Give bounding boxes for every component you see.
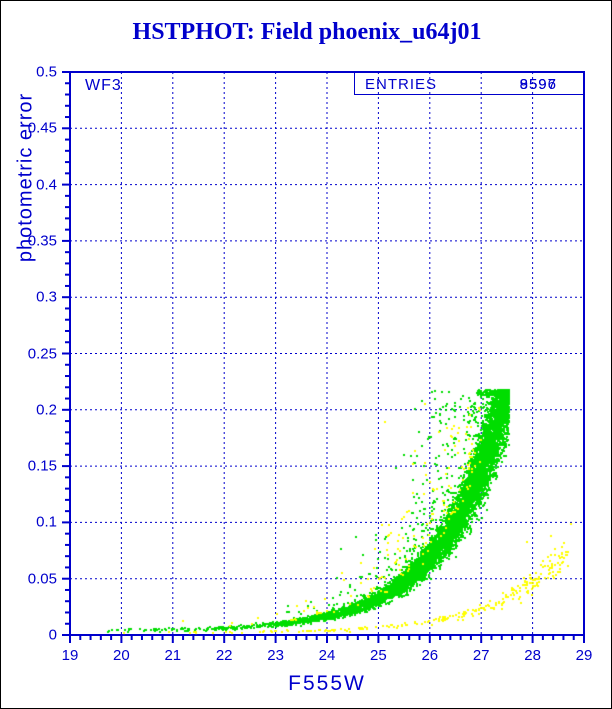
x-tick-label: 28: [524, 647, 541, 664]
x-tick-label: 25: [370, 647, 387, 664]
x-tick-label: 22: [215, 647, 233, 664]
y-tick-label: 0.3: [36, 288, 57, 306]
y-axis-title: photometric error: [14, 92, 37, 263]
x-axis-title: F555W: [288, 672, 366, 695]
y-tick-label: 0.2: [36, 401, 57, 419]
y-tick-label: 0.35: [27, 232, 57, 250]
y-tick-label: 0.25: [27, 345, 57, 362]
chip-label: WF3: [85, 77, 122, 94]
y-tick-label: 0.05: [27, 570, 57, 588]
x-tick-label: 23: [267, 647, 284, 664]
x-tick-label: 19: [61, 647, 79, 664]
y-tick-label: 0.45: [27, 119, 57, 137]
entries-value-yellow: 8597: [519, 76, 557, 93]
x-tick-label: 24: [318, 647, 336, 664]
page-title: HSTPHOT: Field phoenix_u64j01: [132, 19, 482, 45]
x-tick-label: 26: [421, 647, 439, 664]
y-tick-label: 0.1: [36, 513, 57, 531]
y-tick-label: 0: [48, 626, 57, 644]
y-tick-label: 0.4: [36, 176, 57, 194]
scatter-canvas: [70, 72, 584, 635]
y-tick-label: 0.5: [36, 63, 57, 81]
x-tick-label: 21: [164, 647, 182, 664]
entries-value-green: 9596: [519, 76, 557, 93]
y-tick-label: 0.15: [27, 457, 57, 475]
entries-stats-box: ENTRIES 9596 8597: [354, 72, 584, 95]
x-tick-label: 27: [472, 647, 490, 664]
x-tick-label: 29: [575, 647, 593, 664]
x-tick-label: 20: [113, 647, 130, 664]
entries-label: ENTRIES: [365, 76, 438, 93]
